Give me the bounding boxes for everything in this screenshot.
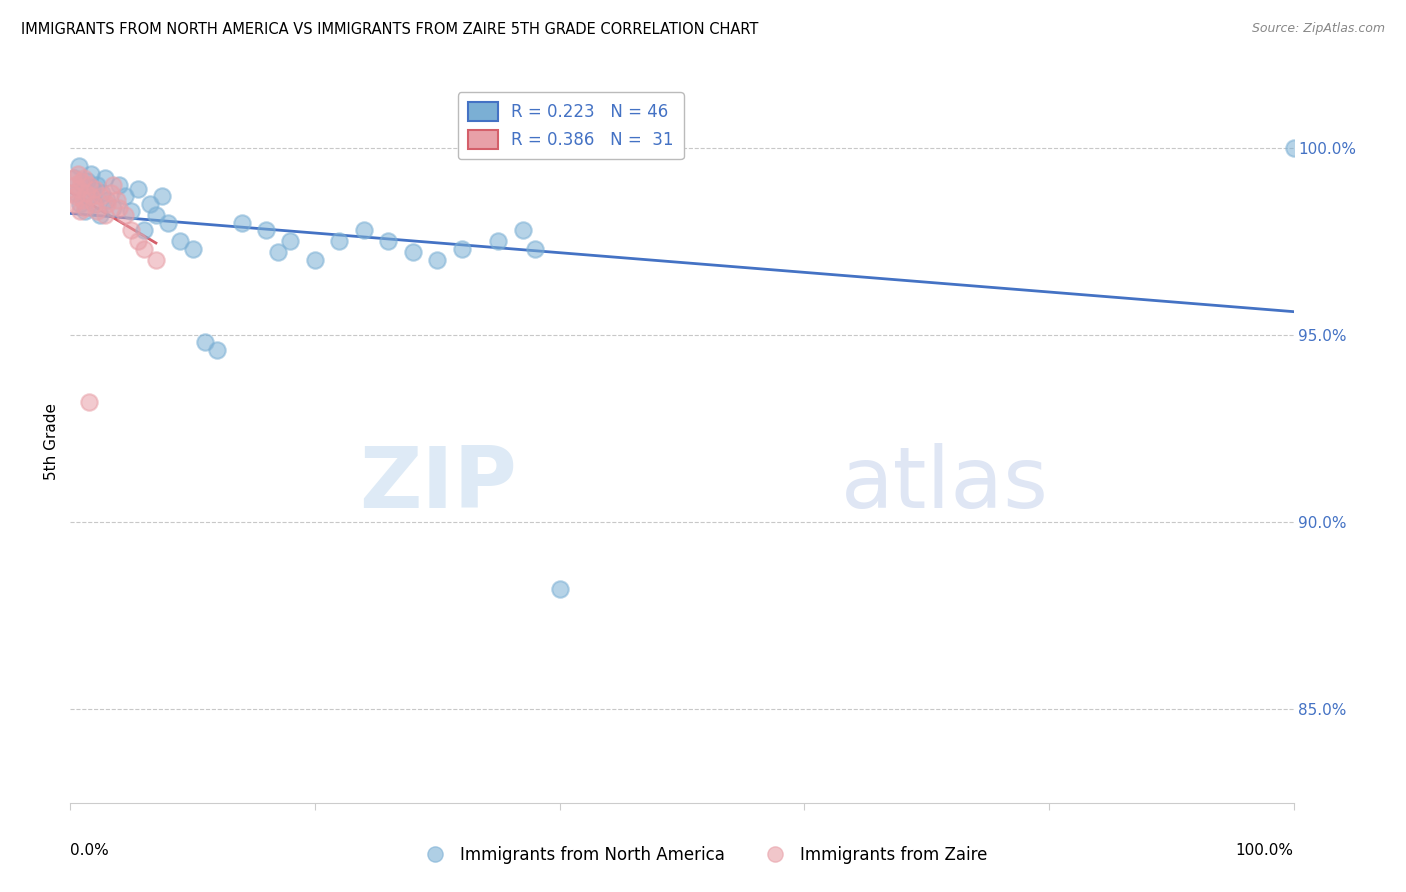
Point <box>114 208 136 222</box>
Point <box>121 204 143 219</box>
Legend: Immigrants from North America, Immigrants from Zaire: Immigrants from North America, Immigrant… <box>412 839 994 871</box>
Point <box>377 234 399 248</box>
Point <box>67 160 90 174</box>
Point <box>91 186 114 200</box>
Legend: R = 0.223   N = 46, R = 0.386   N =  31: R = 0.223 N = 46, R = 0.386 N = 31 <box>458 92 683 159</box>
Point <box>127 234 149 248</box>
Point <box>83 182 105 196</box>
Point <box>66 167 89 181</box>
Point <box>524 242 547 256</box>
Point <box>90 189 112 203</box>
Point <box>93 208 115 222</box>
Text: 100.0%: 100.0% <box>1236 843 1294 857</box>
Point <box>65 186 87 200</box>
Point <box>132 223 155 237</box>
Point <box>254 223 277 237</box>
Point <box>169 234 191 248</box>
Point <box>82 182 104 196</box>
Point <box>69 196 91 211</box>
Point <box>127 182 149 196</box>
Point <box>75 186 97 200</box>
Point <box>72 178 94 193</box>
Point <box>548 582 571 597</box>
Point <box>83 196 105 211</box>
Text: atlas: atlas <box>841 443 1049 526</box>
Point <box>77 189 100 203</box>
Point <box>73 201 96 215</box>
Point <box>70 174 93 188</box>
Text: IMMIGRANTS FROM NORTH AMERICA VS IMMIGRANTS FROM ZAIRE 5TH GRADE CORRELATION CHA: IMMIGRANTS FROM NORTH AMERICA VS IMMIGRA… <box>21 22 758 37</box>
Point <box>157 215 180 229</box>
Point <box>73 204 96 219</box>
Point <box>105 193 128 207</box>
Point <box>101 178 124 193</box>
Point <box>80 167 103 181</box>
Point <box>145 208 167 222</box>
Point <box>512 223 534 237</box>
Point <box>132 242 155 256</box>
Point <box>89 208 111 222</box>
Point <box>328 234 350 248</box>
Point <box>67 182 90 196</box>
Point <box>93 170 115 185</box>
Point <box>205 343 228 357</box>
Point <box>80 189 103 203</box>
Point <box>83 196 105 211</box>
Point <box>304 252 326 267</box>
Y-axis label: 5th Grade: 5th Grade <box>44 403 59 480</box>
Point <box>100 186 122 200</box>
Point <box>181 242 204 256</box>
Point <box>63 196 86 211</box>
Point <box>450 242 472 256</box>
Point <box>488 234 510 248</box>
Point <box>267 245 290 260</box>
Point <box>194 335 217 350</box>
Point <box>353 223 375 237</box>
Point <box>63 170 86 185</box>
Point <box>72 193 94 207</box>
Point <box>101 201 124 215</box>
Text: Source: ZipAtlas.com: Source: ZipAtlas.com <box>1251 22 1385 36</box>
Point <box>402 245 425 260</box>
Text: ZIP: ZIP <box>359 443 517 526</box>
Text: 0.0%: 0.0% <box>70 843 110 857</box>
Point <box>62 170 84 185</box>
Point <box>1282 141 1305 155</box>
Point <box>280 234 302 248</box>
Point <box>77 178 100 193</box>
Point <box>76 174 98 188</box>
Point <box>96 193 118 207</box>
Point <box>60 186 83 200</box>
Point <box>96 196 118 211</box>
Point <box>231 215 253 229</box>
Point <box>77 395 100 409</box>
Point <box>108 201 131 215</box>
Point <box>139 196 162 211</box>
Point <box>69 204 91 219</box>
Point <box>65 189 87 203</box>
Point <box>73 170 96 185</box>
Point <box>86 204 108 219</box>
Point <box>86 178 108 193</box>
Point <box>121 223 143 237</box>
Point <box>150 189 173 203</box>
Point <box>108 178 131 193</box>
Point <box>426 252 449 267</box>
Point <box>63 178 86 193</box>
Point <box>114 189 136 203</box>
Point <box>145 252 167 267</box>
